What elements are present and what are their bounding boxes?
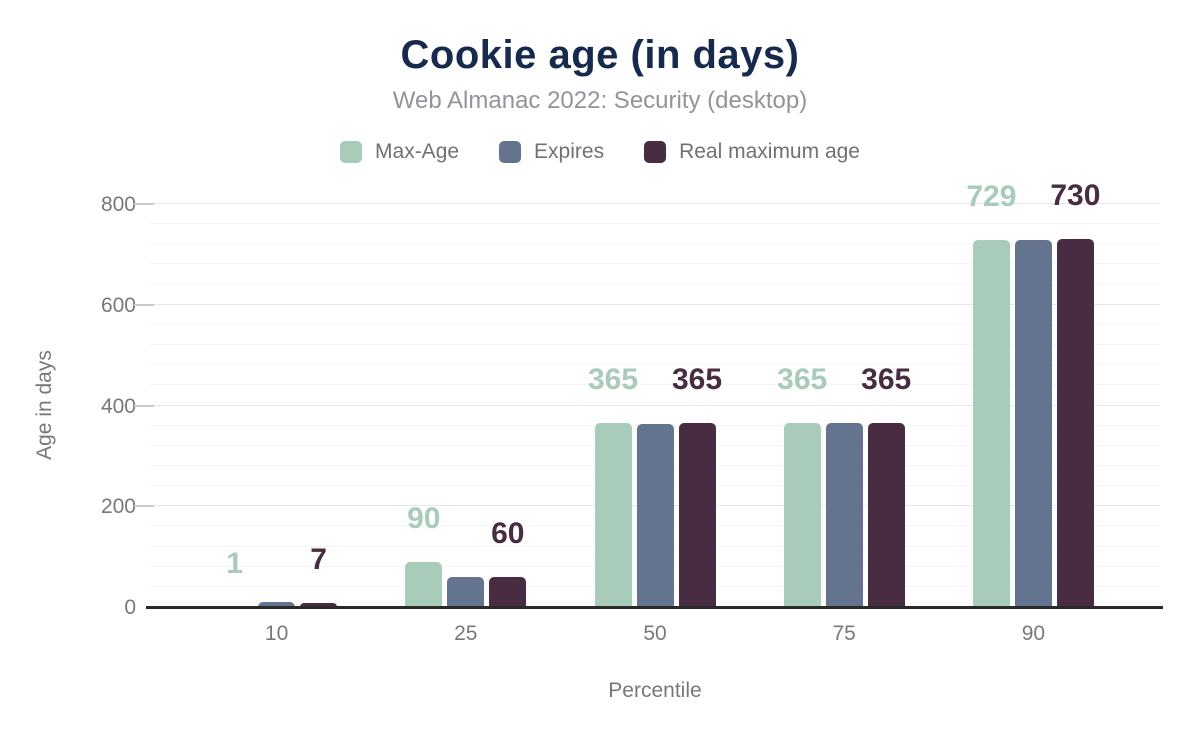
y-tick-label-600: 600 <box>100 293 136 317</box>
gridline-minor <box>150 243 1160 245</box>
x-tick-label-90: 90 <box>1021 622 1046 645</box>
gridline-minor <box>150 283 1160 285</box>
gridline-major <box>150 303 1160 305</box>
bar-label-max-age-p75: 365 <box>777 363 828 397</box>
bar-real-maximum-age-p25 <box>489 576 527 607</box>
x-tick-label-50: 50 <box>643 622 667 645</box>
bar-label-real-maximum-age-p75: 365 <box>861 363 912 397</box>
bar-label-real-maximum-age-p90: 730 <box>1050 179 1101 213</box>
y-tick-label-400: 400 <box>100 394 136 418</box>
bar-expires-p90 <box>1014 239 1052 607</box>
bar-expires-p25 <box>447 576 485 607</box>
plot-area: 1 7 90 60 365 365 365 365 729 730 <box>150 181 1160 607</box>
legend-item-max-age: Max-Age <box>340 140 459 164</box>
gridline-minor <box>150 384 1160 386</box>
bar-label-max-age-p50: 365 <box>587 363 639 397</box>
bar-label-real-maximum-age-p50: 365 <box>671 363 723 397</box>
y-tick-mark <box>134 203 154 205</box>
chart-title: Cookie age (in days) <box>400 33 800 77</box>
bar-expires-p75 <box>825 423 863 607</box>
bar-label-max-age-p25: 90 <box>407 501 441 535</box>
bar-real-maximum-age-p75 <box>867 423 905 607</box>
bar-real-maximum-age-p90 <box>1056 239 1094 607</box>
bar-max-age-p25 <box>405 561 443 607</box>
chart-legend: Max-Age Expires Real maximum age <box>0 140 1200 164</box>
bar-label-max-age-p10: 1 <box>226 546 243 580</box>
legend-item-label: Real maximum age <box>679 140 860 163</box>
x-axis-line <box>146 606 1163 609</box>
gridline-minor <box>150 223 1160 225</box>
gridline-minor <box>150 344 1160 346</box>
y-tick-mark <box>134 505 154 508</box>
y-tick-label-800: 800 <box>100 193 136 216</box>
bar-label-real-maximum-age-p25: 60 <box>491 516 525 550</box>
x-axis-title: Percentile <box>608 679 702 702</box>
y-tick-label-0: 0 <box>124 596 136 619</box>
x-tick-label-75: 75 <box>832 622 856 645</box>
legend-swatch-real-maximum-age <box>644 141 667 163</box>
legend-swatch-expires <box>499 141 522 163</box>
gridline-major <box>150 404 1160 406</box>
legend-item-expires: Expires <box>499 140 604 164</box>
legend-item-label: Max-Age <box>375 140 460 163</box>
bar-label-max-age-p90: 729 <box>966 179 1017 213</box>
y-tick-mark <box>134 303 154 306</box>
y-tick-mark <box>134 404 154 407</box>
bar-max-age-p50 <box>594 423 632 607</box>
gridline-major <box>150 203 1160 204</box>
gridline-minor <box>150 323 1160 325</box>
legend-swatch-max-age <box>340 141 363 163</box>
bar-label-real-maximum-age-p10: 7 <box>310 543 327 577</box>
bar-max-age-p75 <box>783 423 821 607</box>
y-tick-label-200: 200 <box>100 495 136 519</box>
bar-real-maximum-age-p10 <box>300 603 338 607</box>
chart-subtitle: Web Almanac 2022: Security (desktop) <box>392 87 808 114</box>
legend-item-real-maximum-age: Real maximum age <box>644 140 860 164</box>
legend-item-label: Expires <box>534 140 605 163</box>
bar-max-age-p90 <box>972 239 1010 607</box>
gridline-minor <box>150 364 1160 366</box>
bar-expires-p10 <box>258 601 296 607</box>
gridline-minor <box>150 263 1160 265</box>
x-tick-label-25: 25 <box>454 622 478 645</box>
x-tick-label-10: 10 <box>264 622 289 645</box>
bar-expires-p50 <box>636 423 674 607</box>
bar-real-maximum-age-p50 <box>678 423 716 607</box>
